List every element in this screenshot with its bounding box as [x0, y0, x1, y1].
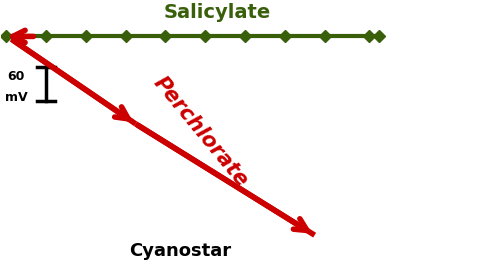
- Text: Salicylate: Salicylate: [164, 3, 272, 22]
- Text: Cyanostar: Cyanostar: [130, 242, 232, 260]
- Text: Perchlorate: Perchlorate: [149, 73, 252, 191]
- Text: 60: 60: [8, 70, 25, 83]
- Text: mV: mV: [5, 91, 28, 104]
